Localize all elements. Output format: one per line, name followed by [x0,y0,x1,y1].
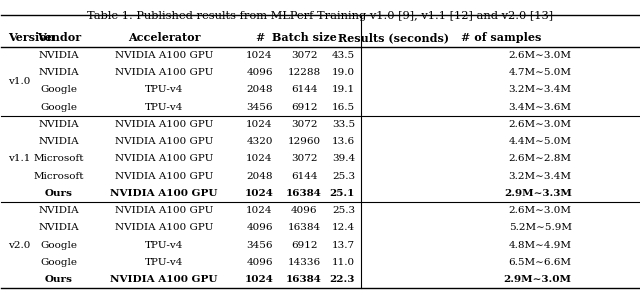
Text: NVIDIA: NVIDIA [38,223,79,232]
Text: 25.1: 25.1 [330,189,355,198]
Text: 4.8M∼4.9M: 4.8M∼4.9M [509,241,572,250]
Text: 12960: 12960 [287,137,321,146]
Text: NVIDIA: NVIDIA [38,68,79,77]
Text: 1024: 1024 [246,51,273,60]
Text: Google: Google [40,241,77,250]
Text: 11.0: 11.0 [332,258,355,267]
Text: 25.3: 25.3 [332,206,355,215]
Text: 13.6: 13.6 [332,137,355,146]
Text: NVIDIA: NVIDIA [38,51,79,60]
Text: NVIDIA A100 GPU: NVIDIA A100 GPU [115,172,213,181]
Text: 3.2M∼3.4M: 3.2M∼3.4M [509,172,572,181]
Text: NVIDIA A100 GPU: NVIDIA A100 GPU [115,206,213,215]
Text: 6144: 6144 [291,172,317,181]
Text: 4.4M∼5.0M: 4.4M∼5.0M [509,137,572,146]
Text: 12.4: 12.4 [332,223,355,232]
Text: Table 1. Published results from MLPerf Training v1.0 [9], v1.1 [12] and v2.0 [13: Table 1. Published results from MLPerf T… [87,11,553,21]
Text: 1024: 1024 [246,206,273,215]
Text: 1024: 1024 [245,275,274,284]
Text: 2.9M∼3.3M: 2.9M∼3.3M [504,189,572,198]
Text: 6144: 6144 [291,85,317,94]
Text: TPU-v4: TPU-v4 [145,103,183,112]
Text: 19.0: 19.0 [332,68,355,77]
Text: Accelerator: Accelerator [127,32,200,43]
Text: 25.3: 25.3 [332,172,355,181]
Text: TPU-v4: TPU-v4 [145,85,183,94]
Text: 4096: 4096 [291,206,317,215]
Text: 2.9M∼3.0M: 2.9M∼3.0M [504,275,572,284]
Text: 16.5: 16.5 [332,103,355,112]
Text: Version: Version [8,32,54,43]
Text: NVIDIA A100 GPU: NVIDIA A100 GPU [110,189,218,198]
Text: Google: Google [40,85,77,94]
Text: TPU-v4: TPU-v4 [145,258,183,267]
Text: 2.6M∼2.8M: 2.6M∼2.8M [509,154,572,163]
Text: TPU-v4: TPU-v4 [145,241,183,250]
Text: NVIDIA A100 GPU: NVIDIA A100 GPU [110,275,218,284]
Text: 16384: 16384 [286,275,322,284]
Text: 33.5: 33.5 [332,120,355,129]
Text: 3072: 3072 [291,51,317,60]
Text: 6912: 6912 [291,103,317,112]
Text: NVIDIA A100 GPU: NVIDIA A100 GPU [115,51,213,60]
Text: 2048: 2048 [246,172,273,181]
Text: Microsoft: Microsoft [33,154,84,163]
Text: NVIDIA: NVIDIA [38,120,79,129]
Text: 4096: 4096 [246,68,273,77]
Text: 2048: 2048 [246,85,273,94]
Text: 4096: 4096 [246,223,273,232]
Text: 4096: 4096 [246,258,273,267]
Text: NVIDIA: NVIDIA [38,137,79,146]
Text: v1.0: v1.0 [8,77,30,86]
Text: NVIDIA A100 GPU: NVIDIA A100 GPU [115,137,213,146]
Text: #: # [255,32,264,43]
Text: 16384: 16384 [287,223,321,232]
Text: NVIDIA A100 GPU: NVIDIA A100 GPU [115,120,213,129]
Text: NVIDIA A100 GPU: NVIDIA A100 GPU [115,154,213,163]
Text: NVIDIA: NVIDIA [38,206,79,215]
Text: Google: Google [40,258,77,267]
Text: Results (seconds): Results (seconds) [338,32,449,43]
Text: 3.4M∼3.6M: 3.4M∼3.6M [509,103,572,112]
Text: Ours: Ours [45,189,73,198]
Text: 2.6M∼3.0M: 2.6M∼3.0M [509,120,572,129]
Text: 1024: 1024 [245,189,274,198]
Text: 1024: 1024 [246,120,273,129]
Text: 2.6M∼3.0M: 2.6M∼3.0M [509,51,572,60]
Text: 39.4: 39.4 [332,154,355,163]
Text: 4.7M∼5.0M: 4.7M∼5.0M [509,68,572,77]
Text: 2.6M∼3.0M: 2.6M∼3.0M [509,206,572,215]
Text: 6912: 6912 [291,241,317,250]
Text: 19.1: 19.1 [332,85,355,94]
Text: 3456: 3456 [246,241,273,250]
Text: v1.1: v1.1 [8,154,30,163]
Text: 43.5: 43.5 [332,51,355,60]
Text: 12288: 12288 [287,68,321,77]
Text: NVIDIA A100 GPU: NVIDIA A100 GPU [115,223,213,232]
Text: v2.0: v2.0 [8,241,30,250]
Text: 1024: 1024 [246,154,273,163]
Text: 13.7: 13.7 [332,241,355,250]
Text: 3.2M∼3.4M: 3.2M∼3.4M [509,85,572,94]
Text: Ours: Ours [45,275,73,284]
Text: 6.5M∼6.6M: 6.5M∼6.6M [509,258,572,267]
Text: 5.2M∼5.9M: 5.2M∼5.9M [509,223,572,232]
Text: 3072: 3072 [291,120,317,129]
Text: 16384: 16384 [286,189,322,198]
Text: # of samples: # of samples [461,32,542,43]
Text: 3072: 3072 [291,154,317,163]
Text: 22.3: 22.3 [330,275,355,284]
Text: Batch size: Batch size [272,32,337,43]
Text: 4320: 4320 [246,137,273,146]
Text: 3456: 3456 [246,103,273,112]
Text: 14336: 14336 [287,258,321,267]
Text: Vendor: Vendor [36,32,81,43]
Text: Google: Google [40,103,77,112]
Text: NVIDIA A100 GPU: NVIDIA A100 GPU [115,68,213,77]
Text: Microsoft: Microsoft [33,172,84,181]
